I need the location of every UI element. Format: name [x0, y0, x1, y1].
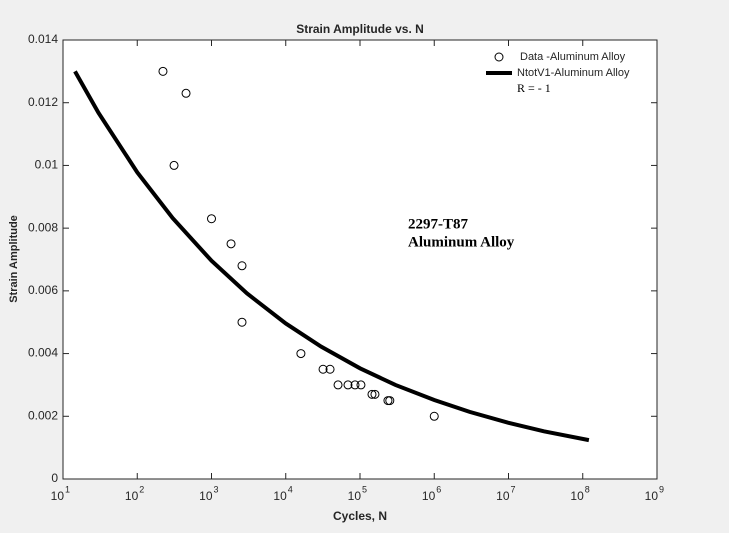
chart-title: Strain Amplitude vs. N	[296, 22, 424, 36]
x-tick-exponent: 9	[659, 484, 664, 494]
x-tick-exponent: 8	[585, 484, 590, 494]
x-tick-label: 10	[273, 489, 287, 503]
x-tick-exponent: 4	[288, 484, 293, 494]
x-tick-label: 10	[348, 489, 362, 503]
data-point	[367, 389, 377, 399]
x-tick-exponent: 1	[65, 484, 70, 494]
data-point	[169, 160, 179, 170]
y-tick-label: 0.008	[28, 220, 58, 234]
data-point	[207, 214, 216, 224]
axes-box	[62, 39, 658, 480]
fit-curve	[73, 70, 590, 443]
y-tick-label: 0	[51, 471, 58, 485]
y-tick-label: 0.002	[28, 408, 58, 422]
x-tick-label: 10	[199, 489, 213, 503]
legend-label: Data -Aluminum Alloy	[520, 51, 626, 63]
x-tick-label: 10	[125, 489, 139, 503]
data-point	[226, 239, 236, 249]
data-point	[325, 364, 335, 374]
y-tick-label: 0.004	[28, 346, 58, 360]
x-axis-label: Cycles, N	[333, 509, 387, 523]
data-point	[370, 389, 380, 399]
x-tick-exponent: 7	[511, 484, 516, 494]
legend-label: NtotV1-Aluminum Alloy	[517, 67, 630, 79]
data-point	[429, 411, 439, 421]
y-tick-label: 0.006	[28, 283, 58, 297]
annotation: 2297-T87	[408, 216, 469, 232]
data-point	[385, 396, 395, 406]
data-point	[181, 88, 191, 98]
y-tick-label: 0.01	[35, 158, 59, 172]
plot-area	[63, 40, 657, 479]
y-tick-label: 0.012	[28, 95, 58, 109]
legend-swatch	[494, 52, 504, 62]
x-tick-label: 10	[645, 489, 659, 503]
data-point	[237, 261, 247, 271]
data-point	[237, 317, 247, 327]
y-axis-label: Strain Amplitude	[8, 215, 20, 303]
x-tick-exponent: 6	[436, 484, 441, 494]
x-tick-label: 10	[422, 489, 436, 503]
data-point	[350, 380, 360, 390]
data-point	[333, 380, 343, 390]
y-tick-label: 0.014	[28, 32, 58, 46]
legend-note: R = - 1	[517, 81, 551, 95]
x-tick-exponent: 5	[362, 484, 367, 494]
data-point	[356, 380, 366, 390]
data-point	[343, 380, 353, 390]
data-point	[296, 349, 306, 359]
x-tick-exponent: 3	[214, 484, 219, 494]
x-tick-exponent: 2	[139, 484, 144, 494]
x-tick-label: 10	[496, 489, 510, 503]
x-tick-label: 10	[570, 489, 584, 503]
x-tick-label: 10	[51, 489, 65, 503]
annotation: Aluminum Alloy	[408, 234, 515, 250]
data-point	[318, 364, 328, 374]
data-point	[158, 66, 168, 76]
